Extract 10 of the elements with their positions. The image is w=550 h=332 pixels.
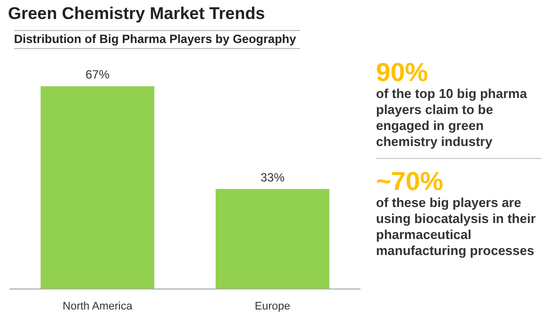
chart-subtitle: Distribution of Big Pharma Players by Geography [14,30,300,49]
text: of the top 10 big pharma players claim to be engaged in green chemistry industry [376,86,528,150]
text: 90% [376,57,430,87]
x-tick-label: Europe [254,300,290,312]
text: of these big players are using biocatalysis in their pharmaceutical manufacturing processes [376,195,537,259]
x-tick-label: North America [62,300,134,312]
data-label: 33% [260,170,285,184]
text: ~70% [376,166,444,196]
data-label: 67% [85,68,110,82]
chart-title: Green Chemistry Market Trends [8,4,265,24]
